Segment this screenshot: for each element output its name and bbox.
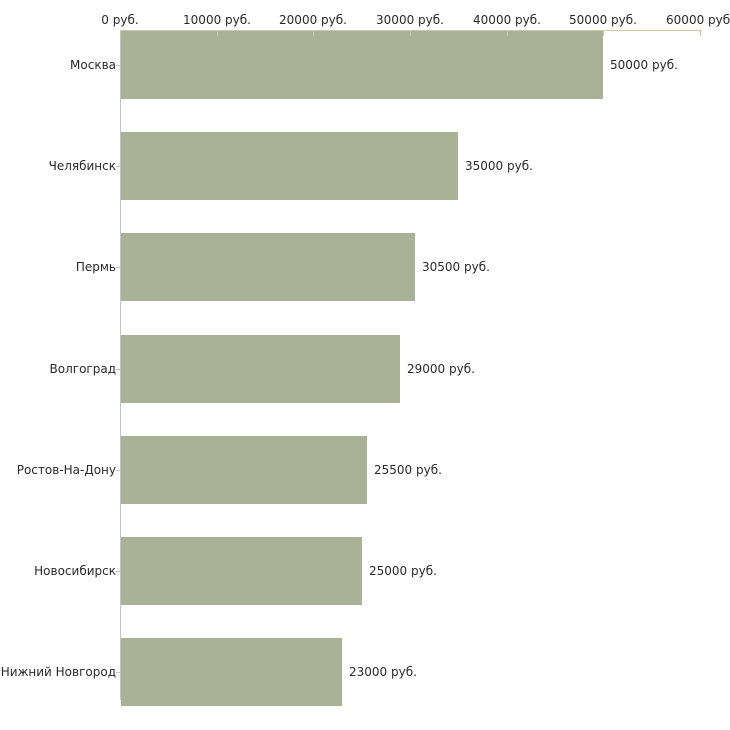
x-axis-tick-mark bbox=[217, 30, 218, 36]
x-axis-tick-label: 10000 руб. bbox=[183, 13, 251, 27]
value-label: 50000 руб. bbox=[610, 58, 678, 72]
category-label: Челябинск bbox=[48, 159, 116, 173]
chart-bar bbox=[121, 436, 367, 504]
x-axis-tick-label: 40000 руб. bbox=[473, 13, 541, 27]
x-axis-tick-mark bbox=[313, 30, 314, 36]
category-label: Москва bbox=[70, 58, 116, 72]
value-label: 23000 руб. bbox=[349, 665, 417, 679]
x-axis-tick-mark bbox=[410, 30, 411, 36]
x-axis-tick-mark bbox=[507, 30, 508, 36]
value-label: 25000 руб. bbox=[369, 564, 437, 578]
x-axis-tick-mark bbox=[120, 30, 121, 36]
x-axis-tick-mark bbox=[700, 30, 701, 36]
category-label: Новосибирск bbox=[34, 564, 116, 578]
x-axis-tick-label: 50000 руб. bbox=[569, 13, 637, 27]
chart-bar bbox=[121, 638, 342, 706]
chart-bar bbox=[121, 31, 603, 99]
value-label: 25500 руб. bbox=[374, 463, 442, 477]
category-label: Ростов-На-Дону bbox=[16, 463, 116, 477]
chart-bar bbox=[121, 537, 362, 605]
value-label: 30500 руб. bbox=[422, 260, 490, 274]
chart-bar bbox=[121, 335, 400, 403]
x-axis-line bbox=[120, 30, 702, 31]
y-axis-tick-mark bbox=[116, 369, 120, 370]
x-axis-tick-label: 0 руб. bbox=[101, 13, 139, 27]
x-axis-tick-label: 30000 руб. bbox=[376, 13, 444, 27]
x-axis-tick-label: 20000 руб. bbox=[279, 13, 347, 27]
category-label: Нижний Новгород bbox=[0, 665, 116, 679]
y-axis-tick-mark bbox=[116, 166, 120, 167]
x-axis-tick-mark bbox=[603, 30, 604, 36]
y-axis-line bbox=[120, 30, 121, 700]
y-axis-tick-mark bbox=[116, 470, 120, 471]
y-axis-tick-mark bbox=[116, 65, 120, 66]
y-axis-tick-mark bbox=[116, 672, 120, 673]
x-axis-tick-label: 60000 руб. bbox=[666, 13, 730, 27]
value-label: 35000 руб. bbox=[465, 159, 533, 173]
chart-bar bbox=[121, 132, 458, 200]
category-label: Волгоград bbox=[49, 362, 116, 376]
y-axis-tick-mark bbox=[116, 267, 120, 268]
chart-bar bbox=[121, 233, 415, 301]
y-axis-tick-mark bbox=[116, 571, 120, 572]
category-label: Пермь bbox=[75, 260, 116, 274]
value-label: 29000 руб. bbox=[407, 362, 475, 376]
